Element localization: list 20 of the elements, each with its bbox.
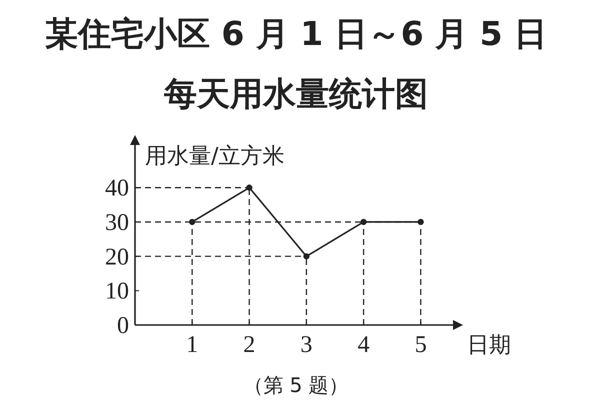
x-axis-title: 日期 [467, 333, 511, 358]
x-tick-label: 2 [243, 332, 256, 358]
y-tick-label: 20 [105, 244, 129, 270]
y-tick-label: 30 [105, 210, 129, 236]
point [360, 218, 367, 226]
text: （第 5 题） [243, 373, 349, 397]
y-axis-title: 用水量/立方米 [145, 144, 284, 169]
y-tick-label: 40 [105, 176, 129, 202]
x-tick-label: 3 [300, 332, 312, 358]
point [303, 253, 310, 260]
x-tick-label: 1 [186, 332, 198, 358]
y-tick-label: 0 [117, 313, 129, 339]
point [246, 184, 252, 191]
chart-subtitle: 每天用水量统计图 [163, 74, 428, 113]
point [189, 218, 196, 226]
x-tick-label: 5 [414, 332, 427, 358]
point [418, 218, 424, 226]
y-tick-label: 10 [105, 278, 129, 305]
x-tick-label: 4 [358, 332, 370, 358]
chart-title: 某住宅小区 6 月 1 日～6 月 5 日 [44, 14, 548, 53]
